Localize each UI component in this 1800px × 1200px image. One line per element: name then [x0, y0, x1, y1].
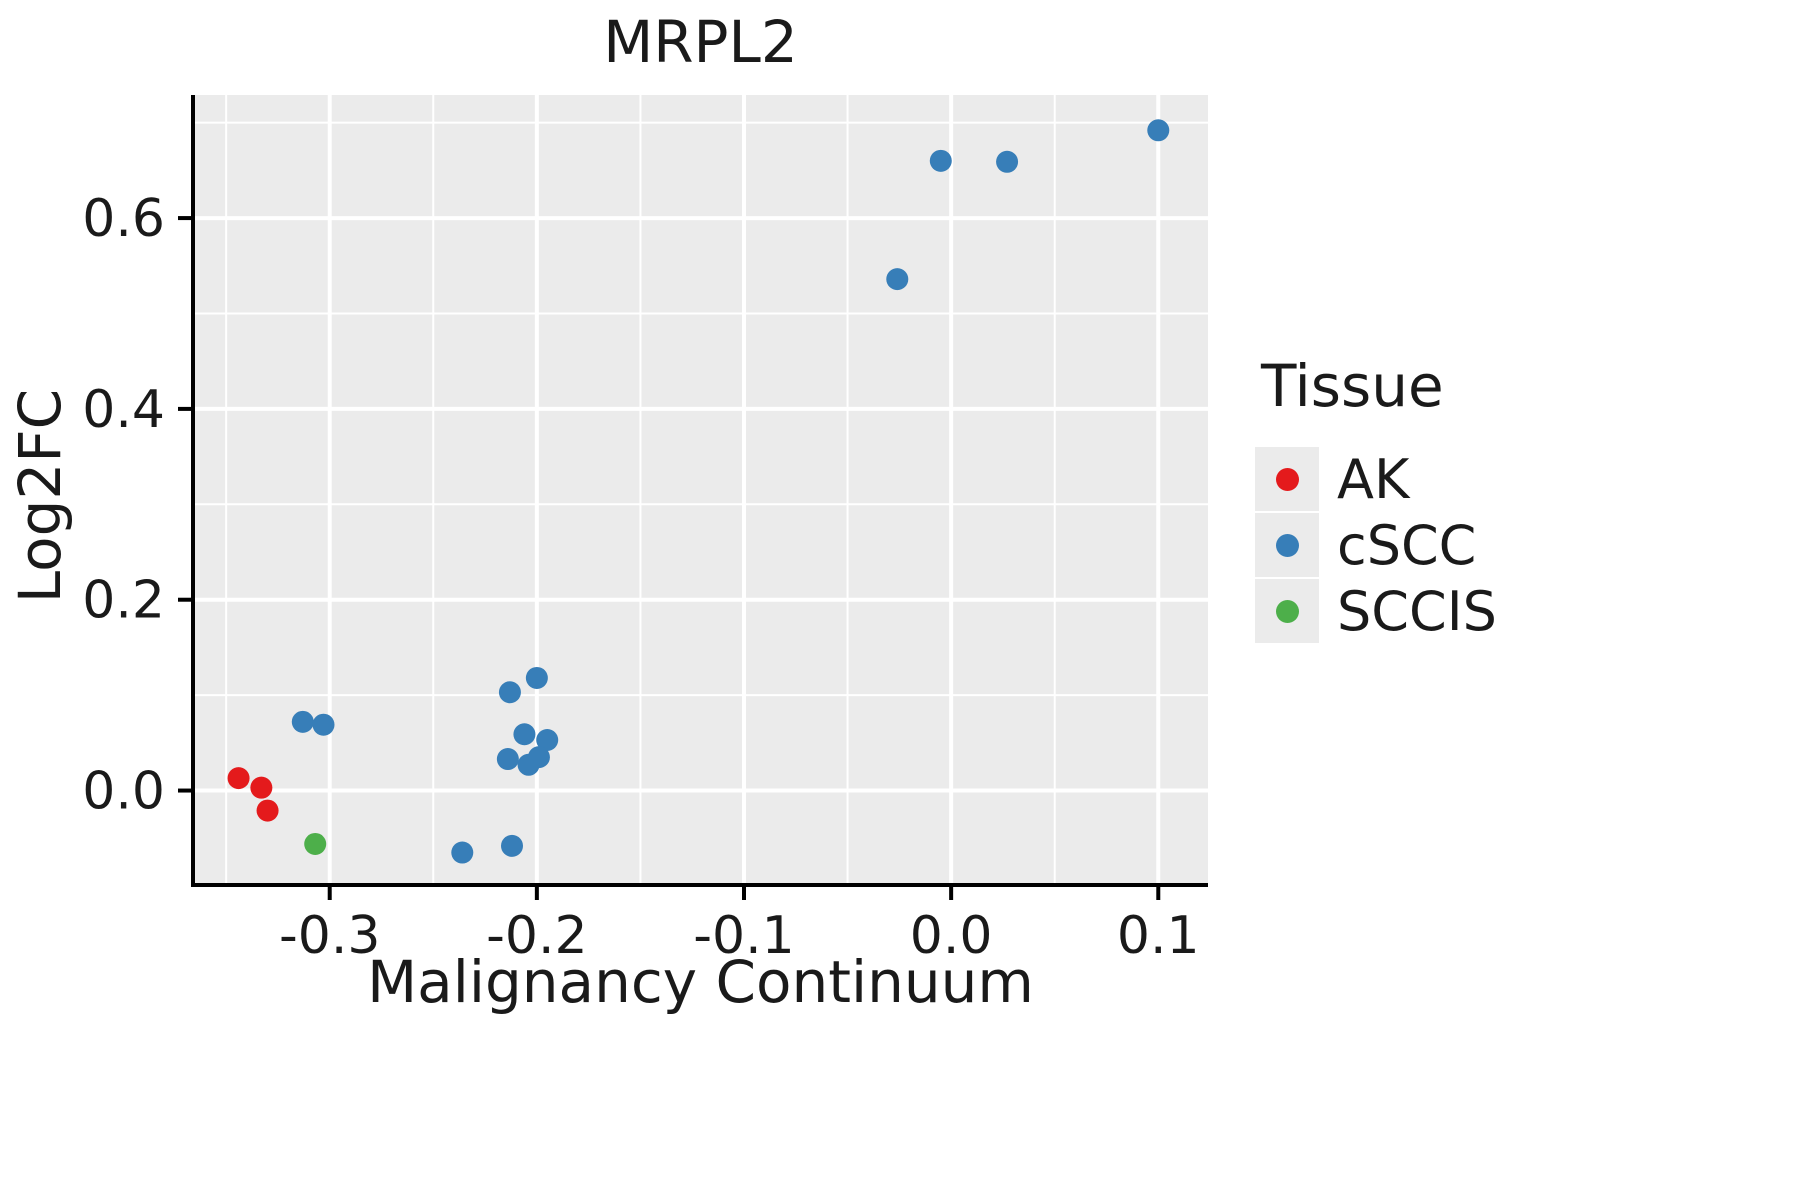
legend-items: AK cSCC SCCIS — [1255, 446, 1695, 644]
x-tick-label: -0.3 — [279, 906, 380, 966]
data-point-cSCC — [525, 666, 548, 689]
legend-title: Tissue — [1261, 352, 1444, 420]
data-point-cSCC — [996, 150, 1019, 173]
legend-key — [1255, 513, 1319, 577]
chart-title: MRPL2 — [603, 8, 798, 76]
x-tick-label: 0.1 — [1117, 906, 1200, 966]
legend-item-label: cSCC — [1337, 513, 1477, 577]
y-tick-label: 0.0 — [82, 762, 165, 822]
data-point-cSCC — [513, 723, 536, 746]
legend-item-AK: AK — [1255, 446, 1695, 512]
data-point-cSCC — [312, 713, 335, 736]
legend-item-label: SCCIS — [1337, 579, 1497, 643]
legend-item-cSCC: cSCC — [1255, 512, 1695, 578]
legend: Tissue AK cSCC SCCIS — [1255, 352, 1695, 644]
plot-panel — [193, 95, 1208, 885]
data-point-AK — [256, 799, 279, 822]
y-tick-label: 0.4 — [82, 380, 165, 440]
legend-item-label: AK — [1337, 447, 1410, 511]
y-axis-title: Log2FC — [6, 388, 74, 604]
data-point-cSCC — [501, 834, 523, 857]
x-tick-label: -0.1 — [693, 906, 794, 966]
data-point-cSCC — [1147, 119, 1170, 142]
x-tick-label: -0.2 — [486, 906, 587, 966]
y-tick-label: 0.6 — [82, 189, 165, 249]
data-point-SCCIS — [304, 832, 327, 855]
x-axis-title: Malignancy Continuum — [367, 948, 1034, 1016]
data-point-cSCC — [291, 710, 314, 733]
x-tick-label: 0.0 — [910, 906, 993, 966]
legend-dot-icon — [1275, 533, 1299, 557]
legend-key — [1255, 579, 1319, 643]
data-point-AK — [227, 767, 250, 790]
data-point-cSCC — [886, 268, 909, 291]
legend-item-SCCIS: SCCIS — [1255, 578, 1695, 644]
legend-dot-icon — [1275, 599, 1299, 623]
y-tick-label: 0.2 — [82, 571, 165, 631]
data-point-cSCC — [451, 841, 474, 864]
data-point-cSCC — [496, 748, 519, 771]
legend-key — [1255, 447, 1319, 511]
data-point-cSCC — [498, 681, 521, 704]
data-point-cSCC — [929, 149, 952, 172]
data-point-cSCC — [536, 728, 559, 751]
data-point-AK — [250, 776, 273, 799]
legend-dot-icon — [1275, 467, 1299, 491]
data-point-cSCC — [527, 746, 550, 769]
